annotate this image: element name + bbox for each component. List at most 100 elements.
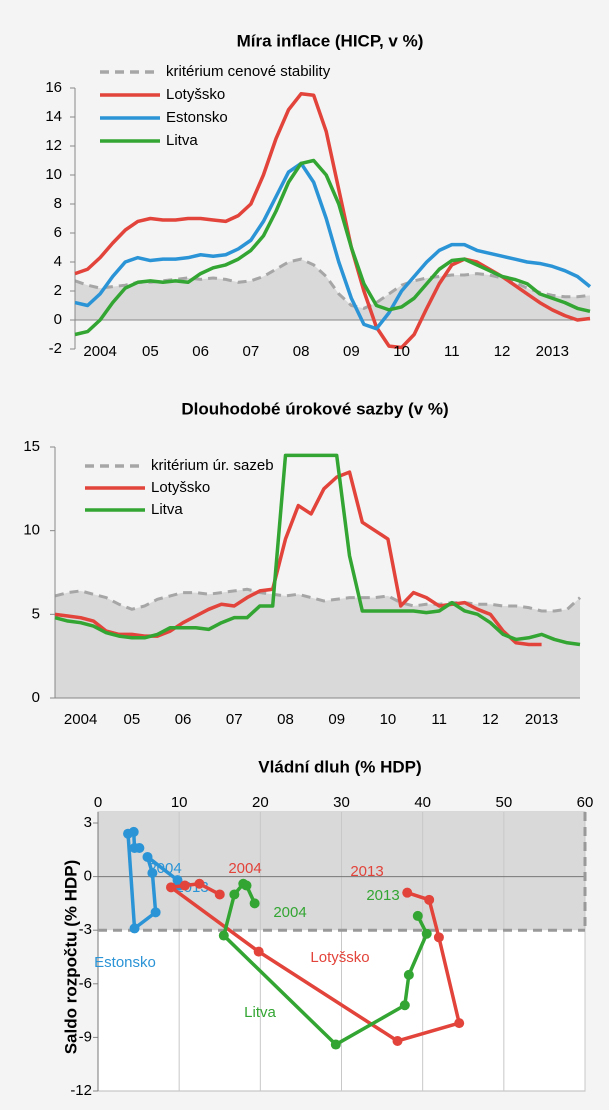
x-tick-label: 12 <box>482 711 499 728</box>
y-tick-label: 14 <box>45 108 62 125</box>
chart-title: Míra inflace (HICP, v %) <box>237 31 424 50</box>
y-tick-label: 16 <box>45 79 62 96</box>
x-tick-label: 50 <box>495 794 512 811</box>
series-label: Litva <box>244 1004 276 1021</box>
y-tick-label: -9 <box>79 1028 92 1045</box>
point <box>249 898 260 909</box>
point <box>454 1018 465 1029</box>
x-tick-label: 12 <box>494 343 511 360</box>
x-tick-label: 07 <box>226 711 243 728</box>
y-tick-label: 0 <box>84 868 92 885</box>
legend-label: Litva <box>166 132 198 149</box>
y-axis-label: Saldo rozpočtu (% HDP) <box>61 860 80 1055</box>
x-tick-label: 10 <box>393 343 410 360</box>
chart-title: Vládní dluh (% HDP) <box>258 757 421 776</box>
point <box>214 889 225 900</box>
legend-label: kritérium úr. sazeb <box>151 457 274 474</box>
y-tick-label: -12 <box>70 1082 92 1099</box>
x-tick-label: 10 <box>380 711 397 728</box>
y-tick-label: 3 <box>84 814 92 831</box>
point <box>412 910 423 921</box>
point <box>433 932 444 943</box>
series-label: Lotyšsko <box>310 949 369 966</box>
series-label: Estonsko <box>94 954 156 971</box>
x-tick-label: 60 <box>577 794 594 811</box>
x-tick-label: 40 <box>414 794 431 811</box>
point <box>150 907 161 918</box>
x-tick-label: 06 <box>192 343 209 360</box>
point <box>421 928 432 939</box>
x-tick-label: 0 <box>94 794 102 811</box>
area <box>75 259 590 320</box>
line <box>74 161 592 331</box>
point <box>238 878 249 889</box>
year-label: 2004 <box>148 860 181 877</box>
legend-label: Estonsko <box>166 109 228 126</box>
y-tick-label: -6 <box>79 975 92 992</box>
legend-label: Lotyšsko <box>151 479 210 496</box>
point <box>229 889 240 900</box>
line <box>126 830 181 931</box>
x-tick-label: 09 <box>328 711 345 728</box>
x-tick-label: 11 <box>444 343 460 360</box>
y-tick-label: 4 <box>54 253 62 270</box>
year-label: 2013 <box>350 863 383 880</box>
point <box>399 1000 410 1011</box>
point <box>166 882 177 893</box>
area <box>55 589 580 698</box>
point <box>142 851 153 862</box>
y-tick-label: -3 <box>79 921 92 938</box>
x-tick-label: 20 <box>252 794 269 811</box>
point <box>218 930 229 941</box>
line <box>74 158 591 337</box>
x-tick-label: 2004 <box>64 711 97 728</box>
y-tick-label: 10 <box>23 522 40 539</box>
line <box>54 470 542 647</box>
y-tick-label: 5 <box>32 605 40 622</box>
x-tick-label: 2013 <box>536 343 569 360</box>
line <box>169 881 461 1043</box>
y-tick-label: 0 <box>32 689 40 706</box>
x-tick-label: 05 <box>123 711 140 728</box>
chart-title: Dlouhodobé úrokové sazby (v %) <box>181 399 448 418</box>
legend-label: Litva <box>151 501 183 518</box>
point <box>403 969 414 980</box>
x-tick-label: 11 <box>431 711 447 728</box>
x-tick-label: 08 <box>293 343 310 360</box>
y-tick-label: 2 <box>54 282 62 299</box>
point <box>392 1035 403 1046</box>
point <box>147 868 158 879</box>
x-tick-label: 2004 <box>83 343 116 360</box>
year-label: 2004 <box>273 904 306 921</box>
y-tick-label: 10 <box>45 166 62 183</box>
point <box>179 880 190 891</box>
line <box>54 587 582 613</box>
line <box>54 453 581 647</box>
point <box>253 946 264 957</box>
point <box>424 894 435 905</box>
x-tick-label: 2013 <box>525 711 558 728</box>
point <box>129 843 140 854</box>
y-tick-label: 8 <box>54 195 62 212</box>
x-tick-label: 06 <box>175 711 192 728</box>
x-tick-label: 05 <box>142 343 159 360</box>
point <box>123 828 134 839</box>
y-tick-label: 12 <box>45 137 62 154</box>
point <box>194 878 205 889</box>
y-tick-label: 0 <box>54 311 62 328</box>
point <box>330 1039 341 1050</box>
legend-label: Lotyšsko <box>166 86 225 103</box>
y-tick-label: 15 <box>23 438 40 455</box>
legend-label: kritérium cenové stability <box>166 63 331 80</box>
x-tick-label: 09 <box>343 343 360 360</box>
y-tick-label: 6 <box>54 224 62 241</box>
x-tick-label: 10 <box>171 794 188 811</box>
y-tick-label: -2 <box>49 340 62 357</box>
x-tick-label: 07 <box>243 343 260 360</box>
x-tick-label: 08 <box>277 711 294 728</box>
x-tick-label: 30 <box>333 794 350 811</box>
year-label: 2013 <box>366 887 399 904</box>
point <box>402 887 413 898</box>
year-label: 2004 <box>228 860 261 877</box>
